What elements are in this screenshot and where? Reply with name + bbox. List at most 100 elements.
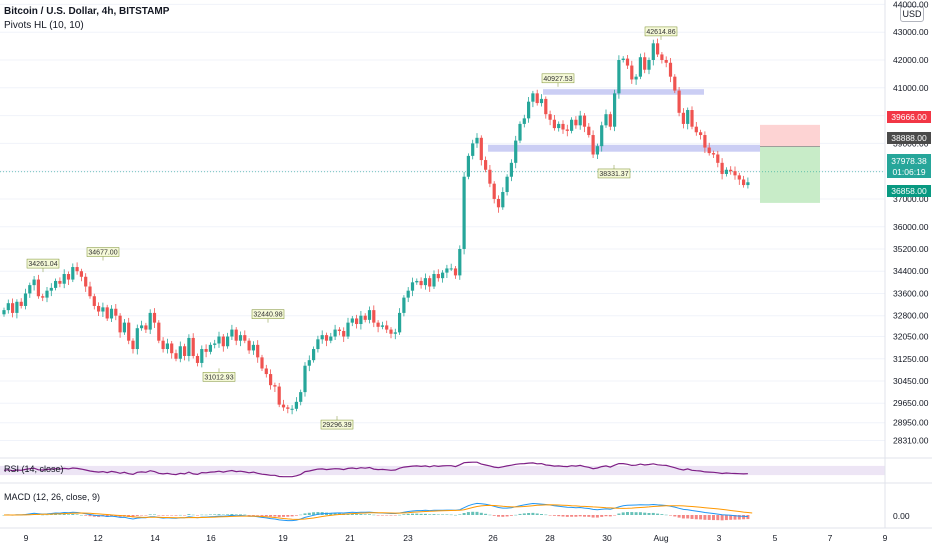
candle-body: [299, 392, 303, 402]
macd-histogram-bar: [505, 515, 509, 517]
macd-histogram-bar: [226, 514, 230, 515]
candle-body: [737, 175, 741, 180]
candle-body: [471, 143, 475, 156]
candle-body: [28, 285, 32, 294]
candle-body: [406, 290, 410, 298]
price-tags: 39666.00 38888.00 37978.38 01:06:19 3685…: [887, 111, 931, 197]
candle-body: [256, 344, 260, 358]
pivot-label: 38331.37: [599, 171, 628, 178]
candle-body: [152, 312, 157, 323]
candle-body: [694, 126, 698, 133]
macd-histogram-bar: [454, 514, 457, 516]
macd-histogram-bar: [527, 513, 531, 515]
candle-body: [71, 267, 75, 280]
candle-body: [200, 349, 204, 363]
time-tick: 28: [545, 533, 555, 543]
candle-body: [496, 198, 501, 208]
candle-body: [187, 337, 191, 356]
candle-body: [492, 183, 496, 199]
macd-histogram-bar: [243, 514, 247, 516]
macd-histogram-bar: [712, 515, 715, 521]
pivot-label: 40927.53: [543, 76, 572, 83]
macd-histogram-bar: [729, 515, 733, 520]
sr-zone: [543, 89, 704, 95]
candle-body: [582, 115, 587, 127]
candle-body: [367, 310, 372, 320]
candle-body: [165, 343, 169, 350]
time-tick: 21: [345, 533, 355, 543]
candle-body: [630, 65, 634, 80]
indicator-title: Pivots HL (10, 10): [4, 20, 84, 31]
macd-line: [3, 502, 748, 522]
macd-histogram-bar: [75, 514, 79, 515]
macd-histogram-bar: [656, 513, 660, 515]
price-tick: 41000.00: [893, 83, 929, 93]
price-tick: 28950.00: [893, 418, 929, 428]
candle-body: [286, 407, 290, 409]
candles: [2, 38, 750, 415]
macd-histogram-bar: [71, 514, 75, 515]
candle-body: [634, 76, 638, 80]
candle-body: [557, 123, 561, 129]
candle-body: [19, 301, 23, 306]
candle-body: [548, 114, 552, 120]
target-zone: [760, 146, 820, 203]
pivot-label: 29296.39: [322, 422, 351, 429]
macd-histogram-bar: [316, 512, 320, 515]
stop-tag: 39666.00: [891, 112, 927, 122]
candle-body: [604, 114, 608, 126]
macd-histogram-bar: [466, 512, 470, 515]
rsi-line: [3, 461, 748, 478]
macd-histogram-bar: [673, 515, 677, 517]
candle-body: [41, 296, 45, 298]
macd-histogram-bar: [204, 514, 208, 516]
macd-histogram-bar: [303, 513, 307, 515]
time-tick: 12: [93, 533, 103, 543]
candle-body: [101, 307, 105, 312]
macd-histogram-bar: [239, 514, 242, 515]
candle-body: [428, 278, 432, 287]
candle-body: [660, 54, 664, 60]
macd-histogram-bar: [385, 515, 389, 516]
pivot-label: 31012.93: [204, 374, 233, 381]
macd-histogram-bar: [428, 514, 432, 515]
candle-body: [329, 336, 333, 341]
rsi-band: [0, 465, 885, 476]
currency-button[interactable]: USD: [900, 6, 924, 22]
macd-histogram-bar: [583, 515, 586, 517]
candle-body: [514, 140, 518, 163]
candle-body: [402, 297, 406, 313]
macd-histogram-bar: [393, 515, 397, 516]
macd-histogram-bar: [600, 515, 604, 517]
macd-histogram-bar: [458, 514, 462, 515]
macd-histogram-bar: [419, 513, 423, 515]
macd-histogram-bar: [183, 515, 187, 516]
macd-histogram-bar: [716, 515, 720, 521]
candle-body: [105, 307, 109, 319]
candle-body: [393, 332, 397, 334]
candle-body: [204, 349, 208, 352]
macd-histogram-bar: [290, 515, 294, 517]
candle-body: [385, 325, 389, 330]
sr-zone: [488, 144, 760, 152]
macd-histogram-bar: [157, 515, 161, 516]
candle-body: [191, 337, 195, 356]
candle-body: [333, 329, 337, 337]
time-tick: 3: [717, 533, 722, 543]
candle-body: [312, 349, 316, 361]
time-axis: 9 12 14 16 19 21 23 26 28 30 Aug 3 5 7 9: [24, 533, 888, 543]
macd-histogram-bar: [544, 514, 548, 516]
pivot-label: 34261.04: [28, 261, 57, 268]
macd-histogram-bar: [462, 513, 466, 515]
candle-body: [350, 318, 354, 323]
candle-body: [522, 118, 526, 124]
candle-body: [277, 386, 281, 405]
time-tick: 16: [206, 533, 216, 543]
candle-body: [441, 272, 445, 279]
candle-body: [668, 62, 673, 77]
macd-histogram-bar: [445, 514, 449, 515]
candle-body: [316, 339, 320, 350]
candle-body: [54, 280, 58, 288]
macd-histogram-bar: [144, 515, 148, 516]
